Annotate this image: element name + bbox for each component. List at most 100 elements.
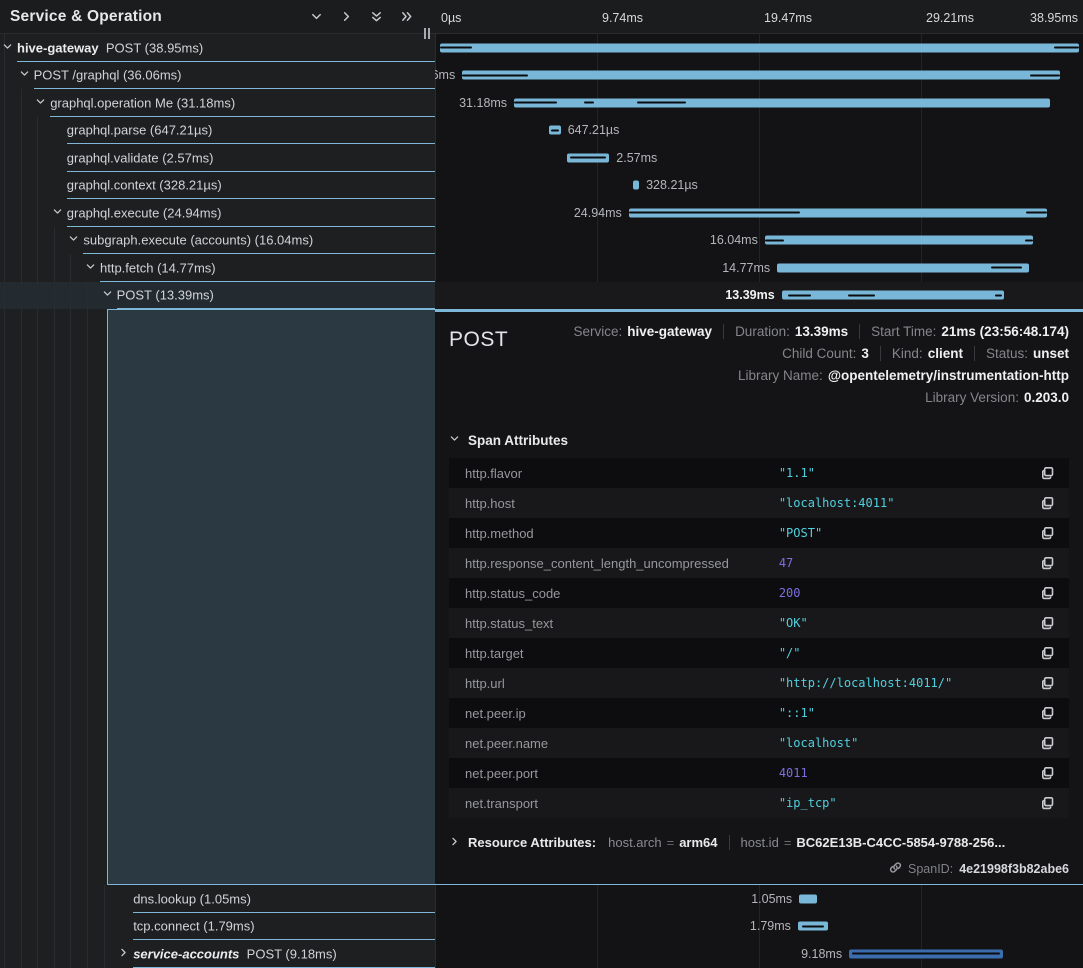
span-row-name-cell[interactable]: POST /graphql (36.06ms) [0, 61, 435, 89]
expand-chevron-down[interactable] [68, 231, 79, 249]
double-chevron-right-button[interactable] [400, 10, 413, 23]
meta-label: Library Version: [925, 390, 1019, 405]
child-span-mark [1053, 46, 1080, 49]
copy-button[interactable] [1041, 526, 1055, 540]
indent-guide [20, 309, 22, 885]
span-row-timeline-cell[interactable]: 1.79ms [435, 913, 1083, 941]
span-duration-bar[interactable] [628, 208, 1048, 218]
meta-value: unset [1032, 346, 1069, 361]
span-duration-bar[interactable] [566, 153, 610, 163]
span-row-name-cell[interactable]: graphql.operation Me (31.18ms) [0, 89, 435, 117]
span-row-name-cell[interactable]: graphql.context (328.21µs) [0, 171, 435, 199]
expand-chevron-right[interactable] [118, 945, 129, 963]
span-duration-bar[interactable] [799, 894, 818, 904]
copy-button[interactable] [1041, 556, 1055, 570]
span-row-name-cell[interactable]: service-accounts POST (9.18ms) [0, 940, 435, 968]
attribute-key: net.peer.name [465, 735, 549, 751]
attribute-value: 4011 [778, 766, 808, 780]
attribute-value: "http://localhost:4011/" [778, 676, 953, 690]
span-row-timeline-cell[interactable]: 328.21µs [435, 172, 1083, 200]
expand-chevron-down[interactable] [2, 39, 13, 57]
span-name-label: http.fetch (14.77ms) [100, 260, 216, 276]
resource-attributes-header[interactable]: Resource Attributes: host.arch = arm64 host… [449, 835, 1069, 850]
copy-icon [1042, 647, 1054, 660]
copy-button[interactable] [1041, 646, 1055, 660]
span-row-timeline-cell[interactable]: 2.57ms [435, 144, 1083, 172]
double-chevron-down-button[interactable] [370, 10, 383, 23]
span-row-name-cell[interactable]: graphql.validate (2.57ms) [0, 144, 435, 172]
expand-chevron-down[interactable] [85, 259, 96, 277]
copy-button[interactable] [1041, 616, 1055, 630]
span-row-timeline-cell[interactable]: 9.18ms [435, 940, 1083, 968]
span-row-timeline-cell[interactable]: 647.21µs [435, 117, 1083, 145]
span-row-name-cell[interactable]: graphql.parse (647.21µs) [0, 116, 435, 144]
span-duration-bar[interactable] [797, 921, 829, 931]
span-row-timeline-cell[interactable]: 31.18ms [435, 89, 1083, 117]
copy-button[interactable] [1041, 796, 1055, 810]
span-duration-bar[interactable] [777, 263, 1030, 273]
attribute-key: http.status_code [465, 585, 561, 601]
attribute-row: net.peer.name "localhost" [449, 728, 1069, 758]
span-row-name-cell[interactable]: http.fetch (14.77ms) [0, 254, 435, 282]
chevron-down-icon [312, 13, 321, 20]
chevron-down-icon [36, 99, 45, 104]
expand-chevron-down[interactable] [52, 204, 63, 222]
span-row-name-cell[interactable]: tcp.connect (1.79ms) [0, 912, 435, 940]
copy-button[interactable] [1041, 736, 1055, 750]
selected-span-block[interactable] [107, 309, 435, 885]
span-row: graphql.execute (24.94ms) 24.94ms [0, 199, 1083, 227]
child-span-mark [1026, 211, 1048, 214]
span-row-name-cell[interactable]: subgraph.execute (accounts) (16.04ms) [0, 226, 435, 254]
span-row-name-cell[interactable]: hive-gateway POST (38.95ms) [0, 34, 435, 62]
span-row: service-accounts POST (9.18ms) 9.18ms [0, 940, 1083, 968]
chevron-down-button[interactable] [310, 10, 323, 23]
span-row: hive-gateway POST (38.95ms) [0, 34, 1083, 62]
indent-guide [53, 912, 55, 940]
copy-button[interactable] [1041, 466, 1055, 480]
expand-chevron-down[interactable] [35, 94, 46, 112]
span-color-line [133, 939, 435, 940]
indent-guide [4, 144, 5, 172]
child-span-mark [852, 952, 1000, 955]
span-duration-bar[interactable] [549, 125, 561, 135]
span-name-label: service-accounts POST (9.18ms) [133, 946, 337, 962]
span-duration-bar[interactable] [440, 43, 1080, 53]
span-duration-bar[interactable] [764, 235, 1034, 245]
copy-button[interactable] [1041, 676, 1055, 690]
expand-chevron-down[interactable] [19, 66, 30, 84]
span-row-timeline-cell[interactable]: 36.06ms [435, 62, 1083, 90]
span-row-name-cell[interactable]: graphql.execute (24.94ms) [0, 199, 435, 227]
attribute-key: http.method [465, 525, 534, 541]
span-meta-line: Service: hive-gateway Duration: 13.39ms Star… [573, 324, 1069, 339]
span-row-timeline-cell[interactable] [435, 34, 1083, 62]
copy-button[interactable] [1041, 496, 1055, 510]
header-bar: Service & Operation 0µs 9.74ms 19.47ms 29.2… [0, 0, 1083, 39]
span-row-timeline-cell[interactable]: 16.04ms [435, 227, 1083, 255]
attribute-key: http.status_text [465, 615, 554, 631]
copy-button[interactable] [1041, 766, 1055, 780]
span-duration-bar[interactable] [632, 180, 640, 190]
indent-guide [20, 89, 22, 117]
chevron-right-button[interactable] [340, 10, 353, 23]
span-duration-bar[interactable] [781, 290, 1004, 300]
span-row-name-cell[interactable]: dns.lookup (1.05ms) [0, 885, 435, 913]
span-row-timeline-cell[interactable]: 14.77ms [435, 254, 1083, 282]
span-row-timeline-cell[interactable]: 1.05ms [435, 885, 1083, 913]
copy-button[interactable] [1041, 706, 1055, 720]
span-duration-bar[interactable] [514, 98, 1050, 108]
span-duration-bar[interactable] [462, 70, 1061, 80]
copy-button[interactable] [1041, 586, 1055, 600]
column-resize-handle[interactable] [424, 28, 430, 39]
span-attributes-header[interactable]: Span Attributes [449, 431, 1069, 449]
equals-sign: = [666, 835, 675, 850]
copy-icon [1042, 497, 1054, 510]
expand-chevron-down[interactable] [102, 286, 113, 304]
span-duration-bar[interactable] [849, 949, 1003, 959]
span-duration-label: 31.18ms [459, 95, 508, 110]
span-row-name-cell[interactable]: POST (13.39ms) [0, 281, 435, 309]
indent-guide [4, 885, 5, 913]
link-icon[interactable] [889, 861, 902, 877]
span-color-line [100, 280, 435, 282]
span-row-timeline-cell[interactable]: 24.94ms [435, 199, 1083, 227]
span-row-timeline-cell[interactable]: 13.39ms [435, 281, 1083, 309]
